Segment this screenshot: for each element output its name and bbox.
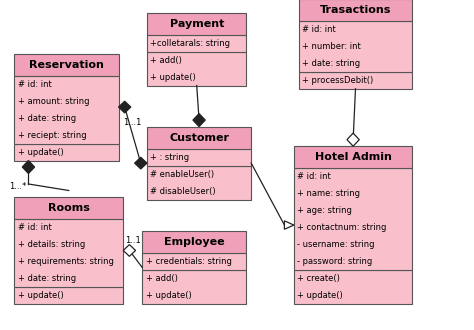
Text: + number: int: + number: int	[302, 42, 361, 51]
Text: Rooms: Rooms	[48, 203, 90, 213]
Text: 1..1: 1..1	[125, 236, 141, 245]
Bar	[142, 231, 246, 253]
Text: + : string: + : string	[150, 153, 190, 162]
Text: Employee: Employee	[164, 237, 225, 247]
Bar	[142, 253, 246, 270]
Bar	[14, 144, 118, 160]
Text: Customer: Customer	[169, 133, 229, 143]
Bar	[147, 13, 246, 35]
Text: + credentials: string: + credentials: string	[146, 257, 231, 266]
Text: Reservation: Reservation	[29, 60, 104, 70]
Bar	[14, 53, 118, 76]
Bar	[147, 149, 251, 166]
Polygon shape	[135, 157, 147, 169]
Text: # enableUser(): # enableUser()	[150, 170, 214, 179]
Bar	[294, 168, 412, 270]
Text: + details: string: + details: string	[18, 240, 85, 249]
Text: Trasactions: Trasactions	[320, 5, 391, 15]
Text: + age: string: + age: string	[297, 206, 352, 215]
Text: # disableUser(): # disableUser()	[150, 187, 216, 196]
Text: + update(): + update()	[146, 291, 191, 300]
Bar	[299, 72, 412, 89]
Text: Payment: Payment	[170, 18, 224, 29]
Text: + processDebit(): + processDebit()	[302, 76, 373, 85]
Text: + contactnum: string: + contactnum: string	[297, 223, 387, 232]
Bar	[299, 0, 412, 21]
Text: + date: string: + date: string	[302, 59, 360, 68]
Polygon shape	[284, 221, 294, 229]
Bar	[14, 219, 123, 287]
Polygon shape	[22, 160, 35, 174]
Bar	[147, 127, 251, 149]
Bar	[299, 21, 412, 72]
Polygon shape	[347, 133, 359, 146]
Text: + amount: string: + amount: string	[18, 97, 89, 106]
Bar	[294, 270, 412, 304]
Text: + reciept: string: + reciept: string	[18, 131, 86, 140]
Polygon shape	[118, 101, 131, 113]
Bar	[14, 76, 118, 144]
Text: 1...*: 1...*	[9, 182, 27, 191]
Text: + add(): + add()	[146, 274, 177, 283]
Text: # id: int: # id: int	[302, 25, 336, 34]
Text: + update(): + update()	[150, 73, 196, 82]
Text: Hotel Admin: Hotel Admin	[315, 152, 392, 162]
Polygon shape	[123, 245, 136, 256]
Bar	[147, 166, 251, 200]
Text: + update(): + update()	[18, 291, 64, 300]
Text: + name: string: + name: string	[297, 189, 360, 198]
Text: # id: int: # id: int	[18, 223, 51, 232]
Text: + add(): + add()	[150, 56, 182, 65]
Text: + date: string: + date: string	[18, 114, 76, 123]
Bar	[147, 52, 246, 85]
Text: +colletarals: string: +colletarals: string	[150, 39, 230, 48]
Bar	[294, 146, 412, 168]
Text: + create(): + create()	[297, 274, 340, 283]
Text: 1...1: 1...1	[124, 118, 142, 127]
Text: + update(): + update()	[18, 148, 64, 156]
Bar	[14, 287, 123, 304]
Text: # id: int: # id: int	[18, 80, 51, 89]
Text: + requirements: string: + requirements: string	[18, 257, 113, 266]
Text: # id: int: # id: int	[297, 172, 331, 181]
Bar	[14, 197, 123, 219]
Text: + update(): + update()	[297, 291, 343, 300]
Text: + date: string: + date: string	[18, 274, 76, 283]
Bar	[142, 270, 246, 304]
Polygon shape	[193, 114, 205, 127]
Text: - username: string: - username: string	[297, 240, 375, 249]
Bar	[147, 35, 246, 52]
Text: - password: string: - password: string	[297, 257, 373, 266]
